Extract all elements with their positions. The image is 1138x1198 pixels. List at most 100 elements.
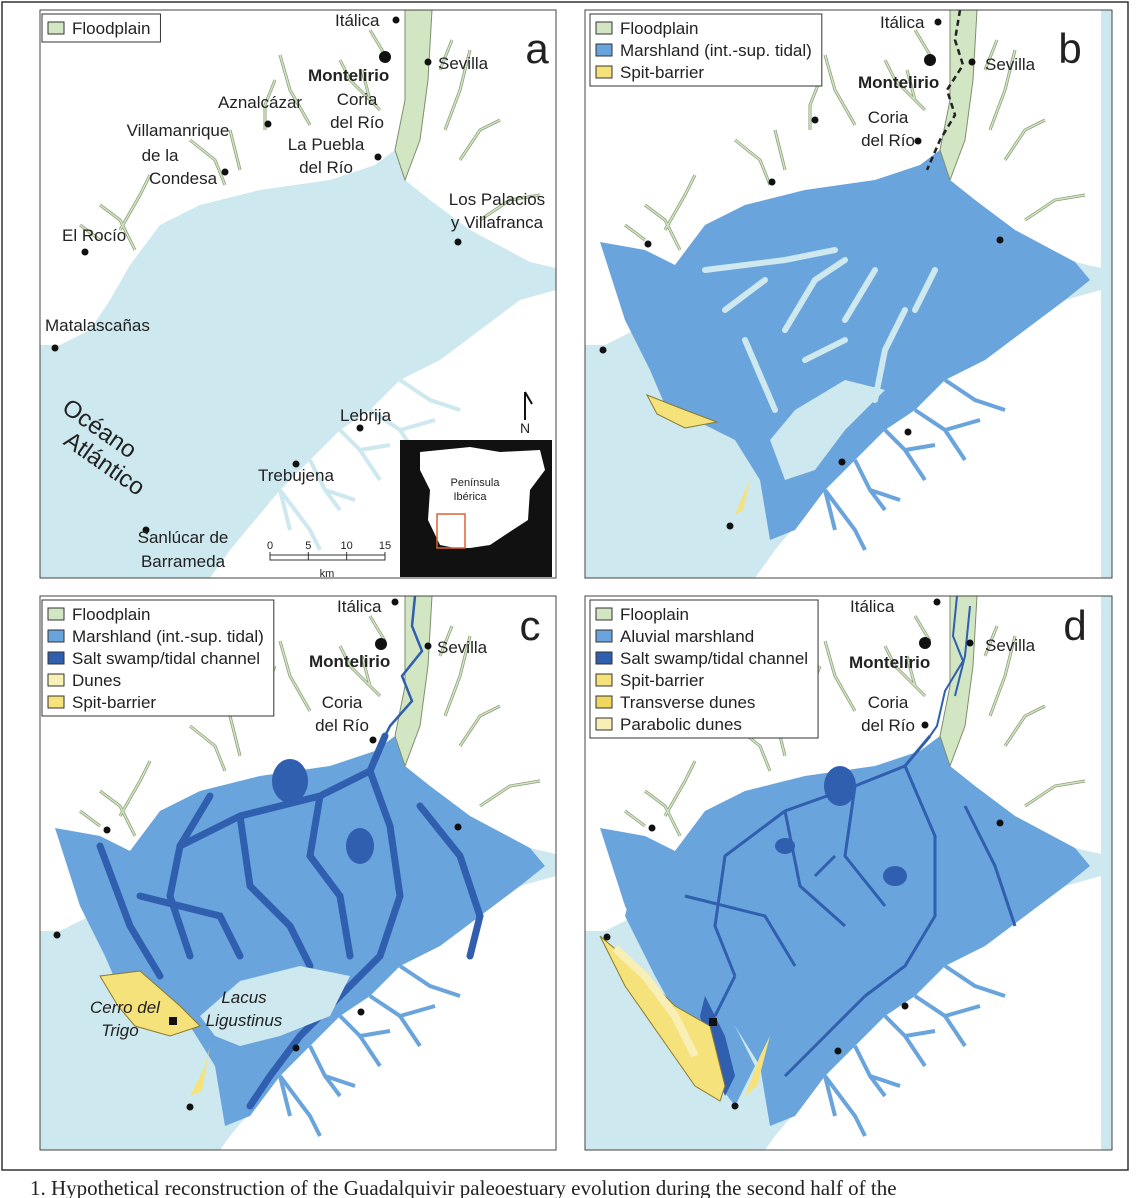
place-label: Sevilla (438, 54, 489, 73)
legend-swatch (47, 629, 65, 643)
legend-swatch (595, 43, 613, 57)
place-label: Lacus (221, 988, 267, 1007)
salt-swamp (700, 996, 735, 1096)
panel-letter: d (1063, 602, 1086, 649)
river-channel (383, 595, 424, 737)
legend-swatch (47, 21, 65, 35)
legend-swatch (47, 695, 65, 709)
legend-swatch (595, 695, 613, 709)
panel-letter: a (525, 25, 549, 72)
legend-swatch (595, 21, 613, 35)
place-label: Sanlúcar de (138, 528, 229, 547)
legend-label: Marshland (int.-sup. tidal) (72, 627, 264, 646)
salt-swamp (775, 838, 795, 854)
panel-border (584, 595, 1113, 1151)
legend-label: Flooplain (620, 605, 689, 624)
place-label: Trigo (101, 1021, 138, 1040)
scale-bar (269, 554, 386, 561)
legend-label: Spit-barrier (620, 671, 704, 690)
place-label: Itálica (850, 597, 895, 616)
legend-swatch (595, 673, 613, 687)
spit-barrier (735, 480, 750, 515)
legend: Floodplain Marshland (int.-sup. tidal) Spi… (589, 13, 823, 87)
site-marker (169, 1017, 177, 1025)
legend-label: Salt swamp/tidal channel (72, 649, 260, 668)
place-label: Coria (337, 90, 378, 109)
scale-bar: km 0 5 10 15 (267, 540, 391, 580)
legend-box (589, 599, 819, 739)
place-label: El Rocío (62, 226, 126, 245)
place-dots (51, 16, 1004, 1111)
place-label: Montelirio (858, 73, 939, 92)
place-label: Sevilla (985, 55, 1036, 74)
legend-label: Dunes (72, 671, 121, 690)
caption: 1. Hypothetical reconstruction of the Gu… (30, 1176, 897, 1198)
panel-letter: c (520, 602, 541, 649)
lagoon (200, 966, 350, 1046)
place-label: Itálica (335, 11, 380, 30)
salt-swamp (346, 828, 374, 864)
parabolic-dunes (612, 945, 699, 1058)
north-label: N (520, 420, 530, 436)
legend-label: Parabolic dunes (620, 715, 742, 734)
legend: Floodplain (41, 13, 161, 43)
place-label: Aznalcázar (218, 93, 302, 112)
legend-label: Floodplain (72, 605, 150, 624)
place-label: Coria (868, 693, 909, 712)
place-label: Sevilla (985, 636, 1036, 655)
legend-label: Floodplain (620, 19, 698, 38)
site-marker (709, 1018, 717, 1026)
place-label: Montelirio (849, 653, 930, 672)
tidal-flats (702, 247, 938, 413)
legend-swatch (47, 607, 65, 621)
place-label: Ligustinus (206, 1011, 283, 1030)
legend-label: Transverse dunes (620, 693, 755, 712)
place-label: Cerro del (90, 998, 161, 1017)
legend-swatch (595, 629, 613, 643)
salt-swamp (272, 759, 308, 803)
scale-tick-label: 5 (305, 540, 311, 552)
place-label: La Puebla (288, 135, 365, 154)
legend-swatch (595, 65, 613, 79)
legend-box (589, 13, 823, 87)
legend-box (41, 599, 275, 717)
scale-tick-label: 10 (341, 540, 353, 552)
inset-extent (436, 513, 466, 549)
legend-swatch (47, 673, 65, 687)
legend-swatch (595, 607, 613, 621)
spit-barrier (190, 1046, 210, 1096)
panel-border (39, 595, 557, 1151)
salt-swamp (883, 866, 907, 886)
panel-border (39, 9, 557, 579)
legend-label: Aluvial marshland (620, 627, 754, 646)
tidal-channels (96, 732, 484, 1110)
place-label: Montelirio (309, 652, 390, 671)
place-label: Los Palacios (449, 190, 545, 209)
map-panel-b (584, 9, 1113, 579)
place-label: del Río (861, 131, 915, 150)
place-label: del Río (861, 716, 915, 735)
legend-swatch (47, 651, 65, 665)
legend-label: Spit-barrier (620, 63, 704, 82)
place-label: Trebujena (258, 466, 334, 485)
place-label: del Río (299, 158, 353, 177)
place-label: Itálica (337, 597, 382, 616)
legend: Floodplain Marshland (int.-sup. tidal) Sal… (41, 599, 275, 717)
legend-label: Salt swamp/tidal channel (620, 649, 808, 668)
place-label: Coria (868, 108, 909, 127)
spit-barrier (645, 394, 719, 429)
scale-tick-label: 0 (267, 540, 273, 552)
legend-swatch (595, 717, 613, 731)
north-arrow (524, 391, 533, 420)
panel-letter: b (1058, 25, 1081, 72)
salt-swamp (824, 766, 856, 806)
spit-barrier (745, 1036, 770, 1096)
legend-swatch (595, 651, 613, 665)
place-label: Itálica (880, 13, 925, 32)
paleochannel-dashed (925, 9, 965, 171)
legend: Flooplain Aluvial marshland Salt swamp/tid… (589, 599, 819, 739)
place-label: Montelirio (308, 66, 389, 85)
panel-border (584, 9, 1113, 579)
place-label: del Río (315, 716, 369, 735)
